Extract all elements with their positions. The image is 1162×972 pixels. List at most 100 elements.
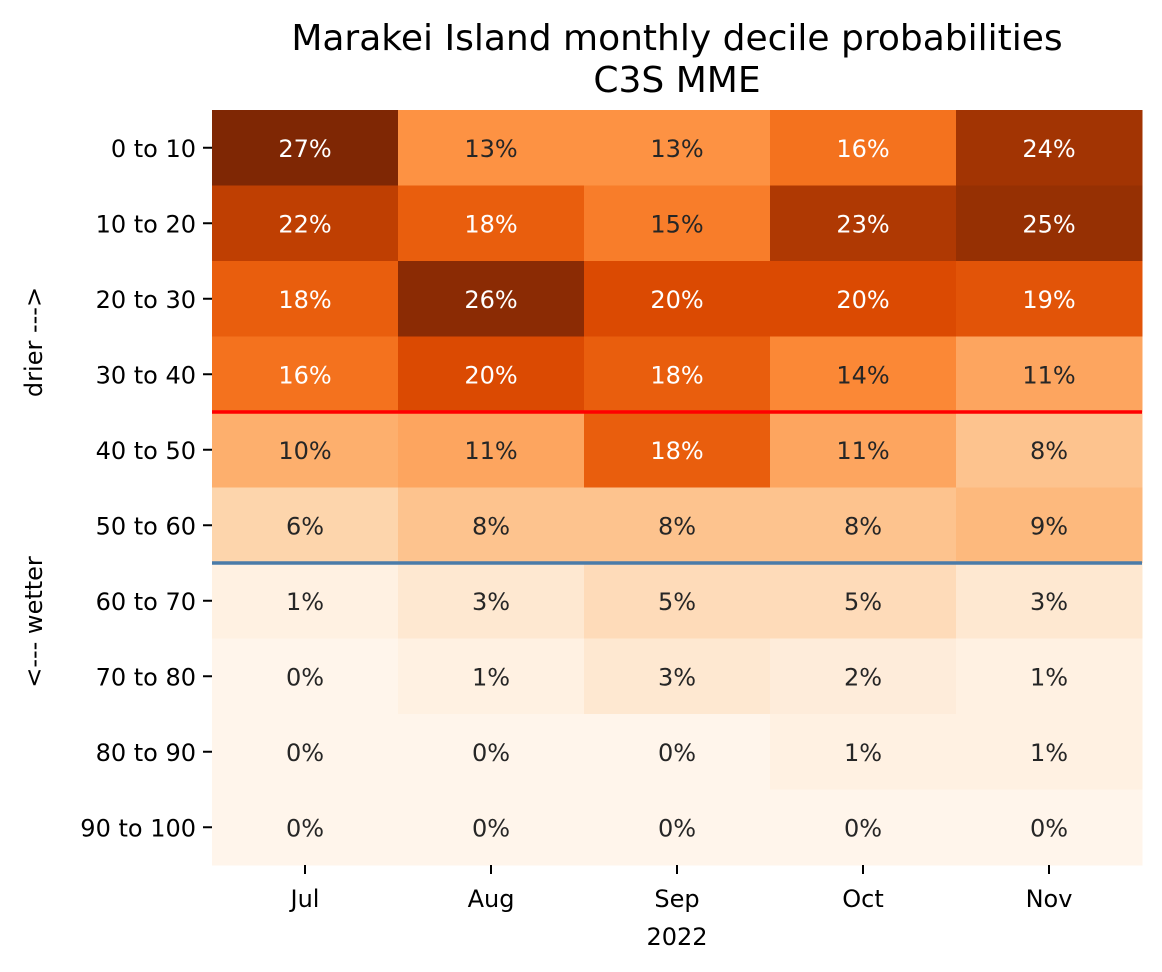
y-tick-label: 70 to 80 [96,663,196,691]
heatmap-cell [584,638,771,715]
heatmap-cell [956,487,1143,564]
heatmap-cell [770,563,957,639]
y-axis-label-drier: drier ---> [20,287,48,397]
cell-value-label: 11% [1022,361,1075,389]
y-tick-label: 10 to 20 [96,210,196,238]
cell-value-label: 8% [472,512,510,540]
cell-value-label: 16% [278,361,331,389]
heatmap-cell [956,563,1143,639]
heatmap-cell [770,110,957,186]
heatmap-cell [770,638,957,715]
heatmap-cell [956,789,1143,866]
heatmap-cell [956,638,1143,715]
heatmap-cell [212,487,399,564]
cell-value-label: 0% [472,739,510,767]
cell-value-label: 0% [286,814,324,842]
heatmap-cell [584,261,771,337]
heatmap-cell [398,563,585,639]
x-tick-label: Oct [842,885,884,913]
heatmap-cell [584,412,771,488]
heatmap-cell [398,789,585,866]
y-tick-label: 60 to 70 [96,588,196,616]
chart-title-line-1: Marakei Island monthly decile probabilit… [291,18,1062,59]
cell-value-label: 20% [836,286,889,314]
heatmap-cell [584,185,771,262]
heatmap-cell [212,110,399,186]
heatmap-cell [956,261,1143,337]
cell-value-label: 13% [650,135,703,163]
cell-value-label: 10% [278,437,331,465]
heatmap-cell [398,412,585,488]
heatmap-cell [584,487,771,564]
cell-value-label: 18% [278,286,331,314]
heatmap-cell [398,110,585,186]
cell-value-label: 22% [278,210,331,238]
heatmap-cell [770,487,957,564]
cell-value-label: 27% [278,135,331,163]
cell-value-label: 3% [658,663,696,691]
heatmap-cell [398,261,585,337]
cell-value-label: 1% [286,588,324,616]
y-tick-label: 40 to 50 [96,437,196,465]
cell-value-label: 0% [844,814,882,842]
cell-value-label: 24% [1022,135,1075,163]
heatmap-cell [212,412,399,488]
cell-value-label: 8% [658,512,696,540]
heatmap-cell [584,563,771,639]
y-tick-label: 30 to 40 [96,361,196,389]
heatmap-cell [770,336,957,413]
cell-value-label: 20% [650,286,703,314]
y-tick-label: 0 to 10 [111,135,196,163]
heatmap-cell [212,714,399,790]
cell-value-label: 8% [844,512,882,540]
heatmap-cell [956,412,1143,488]
cell-value-label: 0% [1030,814,1068,842]
cell-value-label: 26% [464,286,517,314]
heatmap-cell [584,789,771,866]
heatmap-cell [212,638,399,715]
cell-value-label: 3% [472,588,510,616]
cell-value-label: 2% [844,663,882,691]
cell-value-label: 0% [286,663,324,691]
cell-value-label: 18% [464,210,517,238]
heatmap-cell [212,261,399,337]
heatmap-cell [398,487,585,564]
cell-value-label: 15% [650,210,703,238]
cell-value-label: 9% [1030,512,1068,540]
cell-value-label: 1% [472,663,510,691]
heatmap-cell [212,336,399,413]
y-axis-label-wetter: <--- wetter [20,556,48,688]
cell-value-label: 20% [464,361,517,389]
cell-value-label: 0% [658,739,696,767]
cell-value-label: 14% [836,361,889,389]
y-tick-label: 50 to 60 [96,512,196,540]
y-tick-label: 80 to 90 [96,739,196,767]
heatmap-cell [398,185,585,262]
y-axis-ticks: 0 to 10 10 to 20 20 to 30 30 to 40 40 to 50 5… [80,135,212,842]
cell-value-label: 13% [464,135,517,163]
cell-value-label: 23% [836,210,889,238]
heatmap-cell [398,638,585,715]
cell-value-label: 0% [286,739,324,767]
x-tick-label: Jul [289,885,320,913]
cell-value-label: 1% [844,739,882,767]
cell-value-label: 1% [1030,739,1068,767]
cell-value-label: 18% [650,437,703,465]
x-tick-label: Aug [468,885,515,913]
heatmap-cell [956,336,1143,413]
heatmap-cell [956,714,1143,790]
heatmap-cell [956,110,1143,186]
cell-value-label: 5% [658,588,696,616]
cell-value-label: 8% [1030,437,1068,465]
heatmap-cell [956,185,1143,262]
heatmap-cell [584,336,771,413]
x-axis-ticks: Jul Aug Sep Oct Nov [289,865,1072,913]
heatmap-cell [212,789,399,866]
y-tick-label: 20 to 30 [96,286,196,314]
heatmap-cell [584,110,771,186]
cell-value-label: 16% [836,135,889,163]
heatmap-cell [770,412,957,488]
cell-value-label: 3% [1030,588,1068,616]
x-axis-label: 2022 [646,923,707,951]
